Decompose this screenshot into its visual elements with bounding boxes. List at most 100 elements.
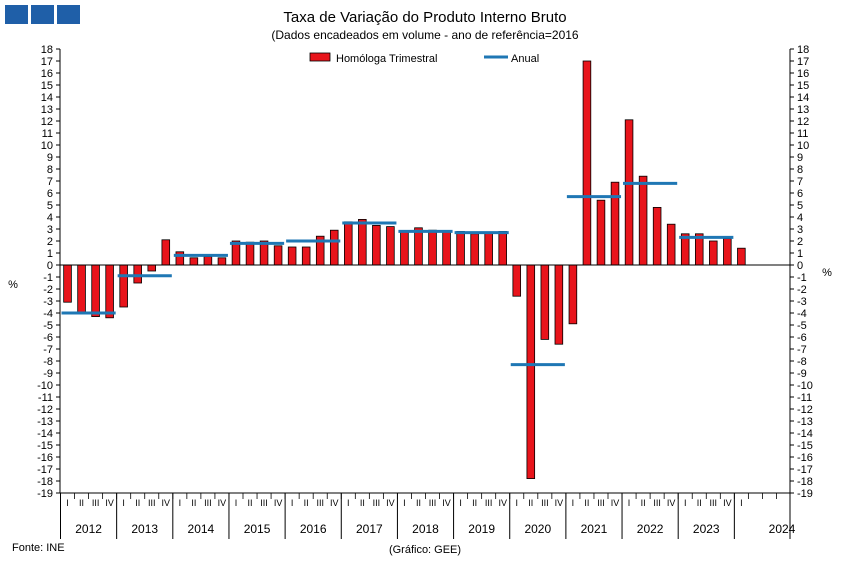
y-tick-label-right: -2	[797, 284, 807, 296]
quarter-label: I	[515, 498, 518, 508]
y-tick-label-left: -9	[43, 368, 53, 380]
bar-homologa-trimestral	[484, 232, 493, 266]
year-label: 2014	[188, 522, 215, 536]
y-tick-label-right: 17	[797, 56, 809, 68]
quarter-label: IV	[555, 498, 564, 508]
chart-title: Taxa de Variação do Produto Interno Brut…	[283, 9, 567, 26]
quarter-label: IV	[105, 498, 114, 508]
bar-homologa-trimestral	[175, 251, 185, 266]
quarter-label: III	[541, 498, 549, 508]
y-tick-label-right: -12	[797, 404, 813, 416]
y-tick-label-left: 10	[41, 140, 53, 152]
bar-homologa-trimestral	[596, 199, 606, 266]
y-axis-label-right: %	[822, 267, 832, 279]
quarter-label: II	[584, 498, 589, 508]
bar-homologa-trimestral	[470, 233, 479, 266]
quarter-label: I	[347, 498, 350, 508]
y-tick-label-left: 0	[47, 260, 53, 272]
y-tick-label-left: 9	[47, 152, 53, 164]
quarter-label: I	[628, 498, 631, 508]
y-tick-label-left: -17	[37, 464, 53, 476]
y-tick-label-left: 16	[41, 68, 53, 80]
year-label: 2019	[468, 522, 495, 536]
year-label: 2013	[131, 522, 158, 536]
y-tick-label-left: 4	[47, 212, 53, 224]
bar-homologa-trimestral	[666, 223, 676, 266]
y-tick-label-right: 0	[797, 260, 803, 272]
logo-block	[5, 5, 28, 24]
quarter-label: IV	[218, 498, 227, 508]
y-tick-label-left: -4	[43, 308, 53, 320]
quarter-label: I	[403, 498, 406, 508]
y-tick-label-left: -18	[37, 476, 53, 488]
quarter-label: II	[135, 498, 140, 508]
y-tick-label-left: 12	[41, 116, 53, 128]
gee-logo	[5, 5, 80, 24]
y-tick-label-left: -15	[37, 440, 53, 452]
bar-homologa-trimestral	[638, 175, 648, 266]
y-tick-label-right: 9	[797, 152, 803, 164]
bar-homologa-trimestral	[386, 226, 395, 266]
y-tick-label-right: -11	[797, 392, 812, 404]
quarter-label: I	[291, 498, 294, 508]
bar-homologa-trimestral	[723, 238, 732, 266]
quarter-label: I	[235, 498, 238, 508]
quarter-label: II	[79, 498, 84, 508]
y-tick-label-left: 3	[47, 224, 53, 236]
bar-homologa-trimestral	[133, 264, 142, 284]
bar-homologa-trimestral	[582, 60, 592, 266]
legend-label-homologa-trimestral: Homóloga Trimestral	[336, 53, 437, 65]
y-tick-label-right: 1	[797, 248, 803, 260]
quarter-label: IV	[274, 498, 283, 508]
bar-homologa-trimestral	[400, 230, 409, 266]
y-axis-label-left: %	[8, 279, 18, 291]
y-tick-label-left: -3	[43, 296, 53, 308]
year-label: 2020	[524, 522, 551, 536]
y-tick-label-right: 2	[797, 236, 803, 248]
quarter-label: I	[66, 498, 69, 508]
year-label: 2012	[75, 522, 102, 536]
bar-homologa-trimestral	[442, 230, 451, 266]
chart-subtitle: (Dados encadeados em volume - ano de ref…	[271, 28, 579, 42]
quarter-label: IV	[330, 498, 339, 508]
quarter-label: III	[204, 498, 212, 508]
y-tick-label-left: -2	[43, 284, 53, 296]
y-tick-label-left: 2	[47, 236, 53, 248]
bar-homologa-trimestral	[554, 264, 564, 345]
bar-homologa-trimestral	[147, 264, 157, 272]
y-tick-label-left: -7	[43, 344, 53, 356]
quarter-label: IV	[611, 498, 620, 508]
y-tick-label-right: 15	[797, 80, 809, 92]
quarter-label: II	[416, 498, 421, 508]
bar-homologa-trimestral	[414, 227, 423, 266]
quarter-label: II	[360, 498, 365, 508]
y-tick-label-right: 12	[797, 116, 809, 128]
quarter-label: I	[122, 498, 125, 508]
bar-homologa-trimestral	[217, 257, 227, 266]
y-tick-label-right: 13	[797, 104, 809, 116]
y-tick-label-left: -12	[37, 404, 53, 416]
quarter-label: IV	[442, 498, 451, 508]
y-tick-label-left: -11	[38, 392, 53, 404]
year-label: 2021	[581, 522, 608, 536]
quarter-label: III	[373, 498, 381, 508]
quarter-label: II	[641, 498, 646, 508]
quarter-label: III	[485, 498, 493, 508]
y-tick-label-left: 5	[47, 200, 53, 212]
quarter-label: I	[572, 498, 575, 508]
y-tick-label-right: 8	[797, 164, 803, 176]
y-tick-label-right: 14	[797, 92, 809, 104]
bar-homologa-trimestral	[428, 229, 437, 266]
bar-homologa-trimestral	[77, 264, 86, 314]
bar-homologa-trimestral	[119, 264, 128, 308]
quarter-label: II	[697, 498, 702, 508]
year-label: 2017	[356, 522, 383, 536]
y-tick-label-right: 16	[797, 68, 809, 80]
bar-homologa-trimestral	[498, 230, 507, 266]
bar-homologa-trimestral	[273, 245, 283, 266]
y-tick-label-right: -6	[797, 332, 807, 344]
quarter-label: III	[597, 498, 605, 508]
y-tick-label-left: 8	[47, 164, 53, 176]
legend-label-anual: Anual	[511, 53, 539, 65]
quarter-label: I	[740, 498, 743, 508]
